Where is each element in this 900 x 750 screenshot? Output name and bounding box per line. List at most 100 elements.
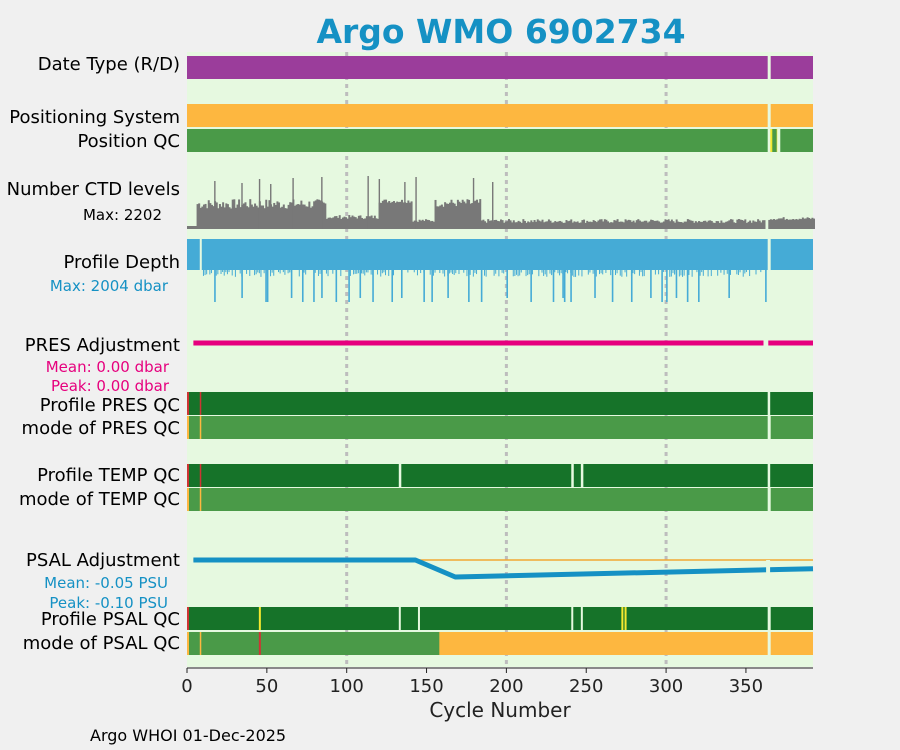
temp-qc-flag	[187, 464, 189, 487]
positioning-gap	[767, 104, 771, 127]
ctd-level-bar	[737, 219, 740, 229]
temp-qc-gap	[571, 464, 574, 487]
ctd-level-bar	[276, 201, 279, 229]
ctd-level-bar	[589, 221, 592, 229]
ctd-level-bar	[408, 202, 411, 229]
ctd-level-bar	[418, 219, 421, 229]
ctd-level-bar	[322, 202, 325, 229]
psal-peak-note: Peak: -0.10 PSU	[49, 594, 168, 612]
ctd-level-spike	[404, 182, 406, 229]
profile-depth-tick	[303, 270, 305, 273]
ctd-level-bar	[774, 219, 777, 229]
profile-depth-gap	[767, 239, 771, 270]
profile-depth-tick	[453, 270, 455, 275]
ctd-level-bar	[670, 219, 673, 229]
ctd-level-bar	[190, 226, 193, 229]
ctd-level-bar	[447, 203, 450, 229]
ctd-level-bar	[677, 221, 680, 229]
ctd-level-bar	[771, 219, 774, 229]
ctd-level-bar	[800, 219, 803, 229]
temp-mode-gap	[767, 488, 771, 511]
ctd-level-bar	[525, 222, 528, 229]
ctd-level-bar	[330, 218, 333, 229]
ctd-level-bar	[701, 222, 704, 229]
ctd-level-bar	[469, 203, 472, 229]
ctd-level-bar	[622, 222, 625, 229]
ctd-level-bar	[356, 218, 359, 229]
profile-depth-tick	[519, 270, 521, 276]
row-label: mode of TEMP QC	[19, 489, 180, 510]
psal-mode-flag	[258, 632, 261, 655]
ctd-level-bar	[353, 216, 356, 229]
ctd-level-bar	[297, 204, 300, 229]
ctd-level-bar	[512, 220, 515, 229]
ctd-level-bar	[678, 222, 681, 229]
ctd-level-bar	[541, 219, 544, 229]
profile-depth-spike	[728, 270, 730, 298]
row-label: Date Type (R/D)	[38, 54, 180, 75]
profile-depth-tick	[260, 270, 262, 277]
ctd-level-bar	[792, 219, 795, 229]
profile-depth-tick	[702, 270, 704, 276]
ctd-level-bar	[801, 217, 804, 229]
profile-depth-spike	[372, 270, 374, 302]
ctd-level-bar	[278, 202, 281, 229]
ctd-level-bar	[547, 219, 550, 229]
profile-depth-spike	[480, 270, 483, 302]
profile-depth-tick	[442, 270, 444, 274]
ctd-level-bar	[614, 220, 617, 229]
profile-depth-tick	[634, 270, 636, 275]
ctd-level-bar	[286, 208, 289, 229]
profile-depth-tick	[476, 270, 478, 275]
profile-depth-tick	[720, 270, 722, 273]
profile-depth-tick	[289, 270, 291, 273]
profile-depth-tick	[567, 270, 569, 274]
ctd-level-bar	[539, 221, 542, 229]
ctd-level-bar	[257, 207, 260, 229]
ctd-level-bar	[666, 219, 669, 229]
profile-depth-tick	[680, 270, 682, 276]
temp-mode-flag	[187, 488, 189, 511]
profile-depth-tick	[439, 270, 441, 274]
profile-depth-tick	[279, 270, 281, 274]
profile-depth-tick	[538, 270, 540, 277]
row-label: Positioning System	[9, 107, 180, 128]
profile-depth-spike	[594, 270, 596, 298]
ctd-level-bar	[504, 221, 507, 229]
profile-depth-tick	[739, 270, 741, 273]
ctd-level-bar	[575, 222, 578, 229]
ctd-level-bar	[495, 219, 498, 229]
profile-depth-tick	[670, 270, 672, 277]
ctd-level-bar	[209, 203, 212, 229]
plot-background	[187, 52, 813, 667]
ctd-level-spike	[241, 183, 243, 229]
profile-depth-tick	[592, 270, 594, 274]
ctd-level-bar	[375, 218, 378, 229]
ctd-level-bar	[685, 221, 688, 229]
profile-depth-tick	[282, 270, 284, 273]
ctd-level-bar	[410, 201, 413, 229]
ctd-level-bar	[514, 222, 517, 229]
profile-depth-tick	[498, 270, 500, 277]
ctd-level-bar	[341, 217, 344, 229]
profile-depth-tick	[744, 270, 746, 274]
profile-depth-tick	[595, 270, 597, 277]
profile-depth-tick	[643, 270, 645, 277]
profile-depth-tick	[234, 270, 236, 277]
profile-depth-tick	[578, 270, 580, 276]
ctd-level-bar	[439, 205, 442, 229]
ctd-level-spike	[415, 177, 417, 229]
ctd-level-bar	[605, 219, 608, 229]
x-axis-label: Cycle Number	[429, 698, 571, 722]
profile-depth-tick	[287, 270, 289, 274]
ctd-level-bar	[595, 222, 598, 229]
profile-depth-tick	[515, 270, 517, 275]
row-label: Profile PRES QC	[40, 395, 180, 416]
ctd-level-bar	[630, 221, 633, 229]
profile-depth-spike	[447, 270, 449, 298]
ctd-level-bar	[554, 221, 557, 229]
ctd-level-bar	[646, 222, 649, 229]
profile-depth-tick	[736, 270, 738, 275]
profile-depth-tick	[354, 270, 356, 274]
profile-depth-tick	[314, 270, 316, 273]
